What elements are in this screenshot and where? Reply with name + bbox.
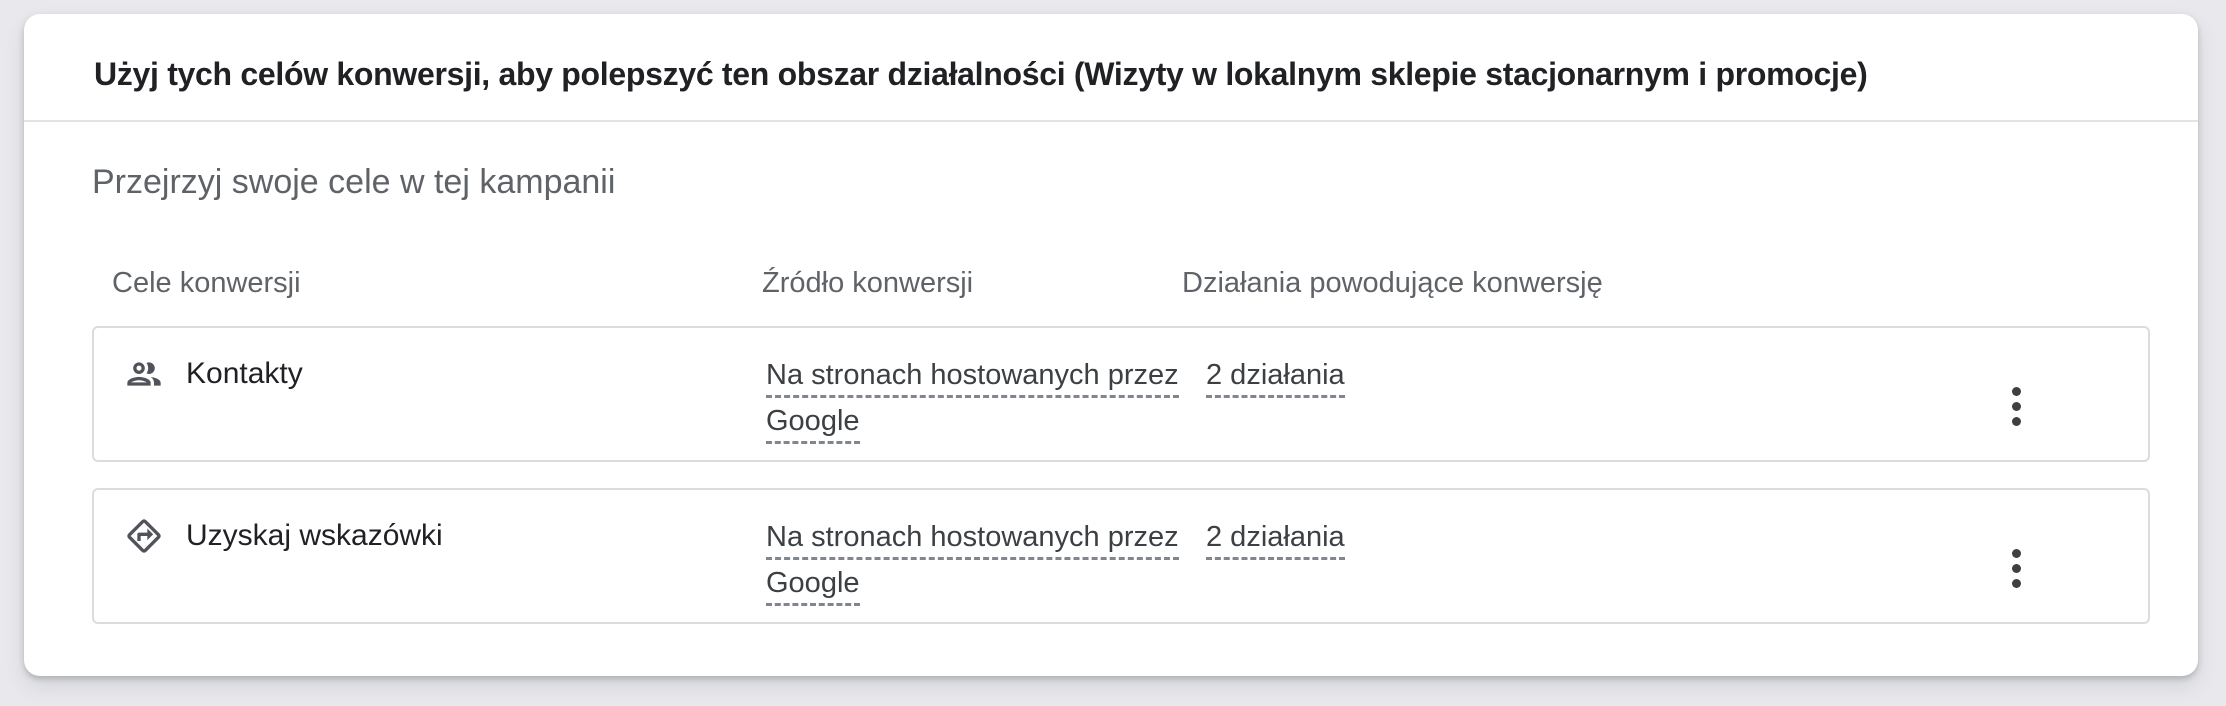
panel-title: Użyj tych celów konwersji, aby polepszyć… xyxy=(94,56,1868,92)
conversion-actions-link[interactable]: 2 działania xyxy=(1206,359,1345,398)
column-header-actions: Działania powodujące konwersję xyxy=(1182,267,1603,299)
table-column-headers: Cele konwersji Źródło konwersji Działani… xyxy=(92,266,2150,300)
column-header-source: Źródło konwersji xyxy=(762,267,974,299)
table-row-kontakty: Kontakty Na stronach hostowanych przez G… xyxy=(92,326,2150,462)
more-vert-icon[interactable] xyxy=(1988,540,2044,596)
kebab-dot xyxy=(2011,563,2021,573)
panel-header: Użyj tych celów konwersji, aby polepszyć… xyxy=(24,14,2198,122)
kebab-dot xyxy=(2011,578,2021,588)
conversion-source-link[interactable]: Na stronach hostowanych przez Google xyxy=(766,521,1179,606)
conversion-actions-link[interactable]: 2 działania xyxy=(1206,521,1345,560)
goal-cell: Uzyskaj wskazówki xyxy=(94,514,766,622)
menu-cell xyxy=(1884,378,2148,434)
goal-label: Kontakty xyxy=(186,357,303,390)
actions-cell: 2 działania xyxy=(1206,514,1884,622)
kebab-dot xyxy=(2011,401,2021,411)
conversion-goals-panel: Użyj tych celów konwersji, aby polepszyć… xyxy=(24,14,2198,676)
source-cell: Na stronach hostowanych przez Google xyxy=(766,514,1206,622)
kebab-dot xyxy=(2011,548,2021,558)
source-cell: Na stronach hostowanych przez Google xyxy=(766,352,1206,460)
menu-cell xyxy=(1884,540,2148,596)
directions-icon xyxy=(124,516,164,556)
goal-cell: Kontakty xyxy=(94,352,766,460)
column-header-goals: Cele konwersji xyxy=(112,267,301,299)
table-row-uzyskaj-wskazowki: Uzyskaj wskazówki Na stronach hostowanyc… xyxy=(92,488,2150,624)
kebab-dot xyxy=(2011,416,2021,426)
kebab-dot xyxy=(2011,386,2021,396)
contacts-icon xyxy=(124,354,164,394)
conversion-source-link[interactable]: Na stronach hostowanych przez Google xyxy=(766,359,1179,444)
panel-subtitle: Przejrzyj swoje cele w tej kampanii xyxy=(92,163,616,201)
column-header-menu-spacer xyxy=(1886,266,2150,300)
more-vert-icon[interactable] xyxy=(1988,378,2044,434)
goal-label: Uzyskaj wskazówki xyxy=(186,519,443,552)
panel-body: Przejrzyj swoje cele w tej kampanii Cele… xyxy=(24,162,2198,624)
actions-cell: 2 działania xyxy=(1206,352,1884,460)
